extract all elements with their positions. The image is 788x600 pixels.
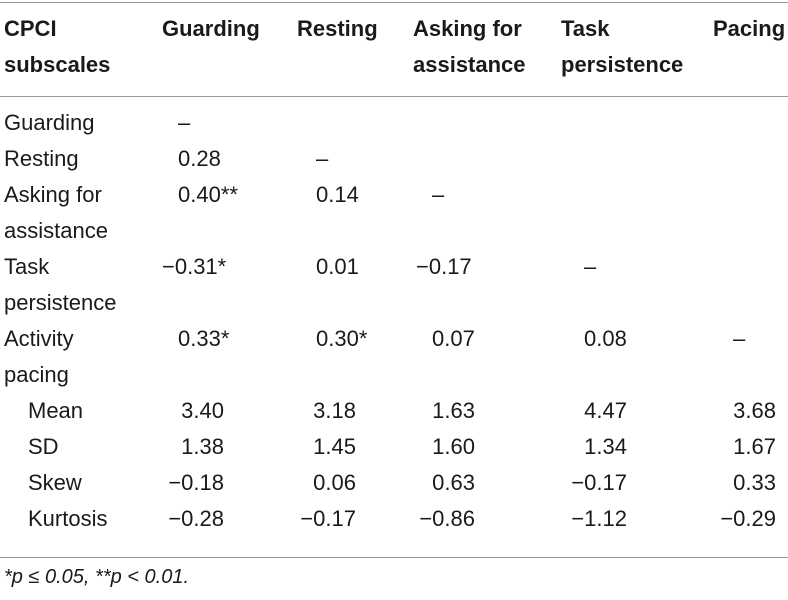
row-label: pacing xyxy=(4,362,69,387)
column-header: Asking for xyxy=(413,16,522,41)
stat-cell: −0.17 xyxy=(300,506,356,531)
table-cell: 0.14 xyxy=(316,182,359,207)
stat-cell: 1.45 xyxy=(313,434,356,459)
row-label: assistance xyxy=(4,218,108,243)
stat-label: SD xyxy=(28,434,59,459)
stat-label: Mean xyxy=(28,398,84,423)
stat-cell: −0.18 xyxy=(168,470,224,495)
stat-label: Skew xyxy=(28,470,82,495)
column-header: Task xyxy=(561,16,610,41)
stat-cell: 3.40 xyxy=(181,398,224,423)
table-cell: 0.08 xyxy=(584,326,627,351)
column-header: Pacing xyxy=(713,16,786,41)
top-rule xyxy=(0,2,788,3)
table-cell: – xyxy=(584,254,597,279)
bottom-rule xyxy=(0,557,788,558)
stat-label: Kurtosis xyxy=(28,506,108,531)
header-rule xyxy=(0,96,788,97)
stat-cell: 1.60 xyxy=(432,434,475,459)
stat-cell: −0.86 xyxy=(419,506,475,531)
stat-cell: 3.68 xyxy=(733,398,776,423)
footnote: *p ≤ 0.05, **p < 0.01. xyxy=(4,566,189,588)
table-cell: – xyxy=(316,146,329,171)
stat-cell: 1.34 xyxy=(584,434,627,459)
table-cell: – xyxy=(432,182,445,207)
column-header: assistance xyxy=(413,52,526,77)
table-cell: 0.40** xyxy=(178,182,238,207)
stat-cell: 1.67 xyxy=(733,434,776,459)
row-label: persistence xyxy=(4,290,117,315)
column-header: Guarding xyxy=(162,16,260,41)
stat-cell: 0.63 xyxy=(432,470,475,495)
table-cell: – xyxy=(733,326,746,351)
table-cell: 0.01 xyxy=(316,254,359,279)
column-header: subscales xyxy=(4,52,111,77)
row-label: Guarding xyxy=(4,110,95,135)
table-cell: – xyxy=(178,110,191,135)
stat-cell: 0.06 xyxy=(313,470,356,495)
stat-cell: 0.33 xyxy=(733,470,776,495)
stat-cell: 1.63 xyxy=(432,398,475,423)
table-cell: 0.07 xyxy=(432,326,475,351)
stat-cell: 1.38 xyxy=(181,434,224,459)
column-header: CPCI xyxy=(4,16,57,41)
column-header: Resting xyxy=(297,16,378,41)
table-cell: 0.33* xyxy=(178,326,230,351)
table-cell: 0.30* xyxy=(316,326,368,351)
stat-cell: −0.17 xyxy=(571,470,627,495)
row-label: Activity xyxy=(4,326,74,351)
table-cell: −0.17 xyxy=(416,254,472,279)
row-label: Task xyxy=(4,254,50,279)
stat-cell: −0.29 xyxy=(720,506,776,531)
stat-cell: 3.18 xyxy=(313,398,356,423)
column-header: persistence xyxy=(561,52,684,77)
row-label: Resting xyxy=(4,146,79,171)
stat-cell: −1.12 xyxy=(571,506,627,531)
stat-cell: −0.28 xyxy=(168,506,224,531)
row-label: Asking for xyxy=(4,182,102,207)
stat-cell: 4.47 xyxy=(584,398,627,423)
table-cell: −0.31* xyxy=(162,254,227,279)
table-cell: 0.28 xyxy=(178,146,221,171)
